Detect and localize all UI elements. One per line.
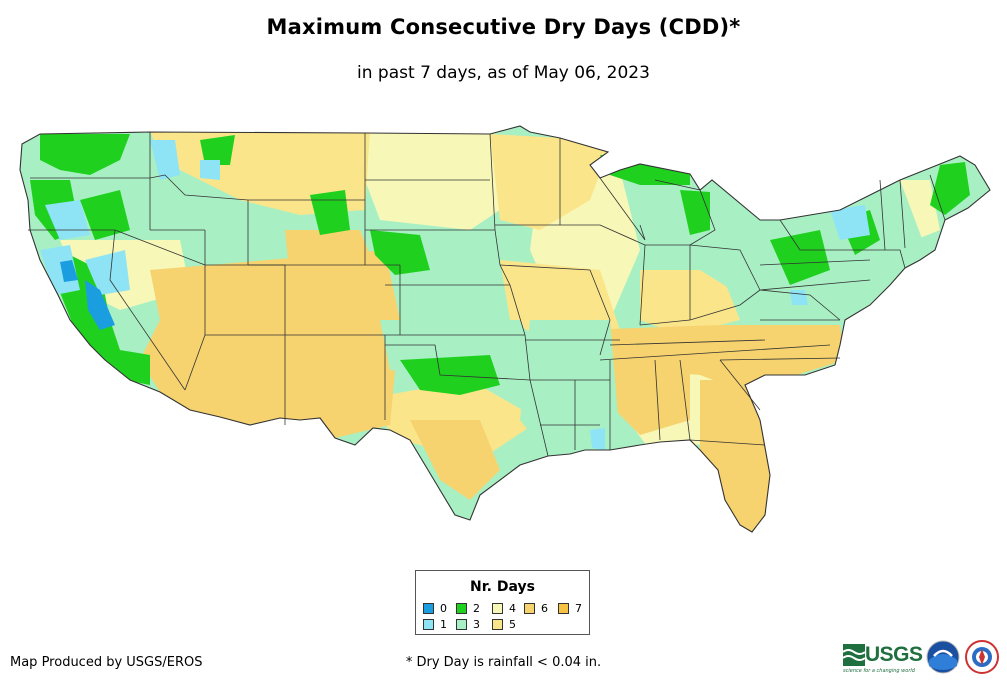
footnote-text: * Dry Day is rainfall < 0.04 in. [405,655,602,670]
legend-swatch [492,619,503,630]
legend-label: 2 [473,602,480,615]
legend-label: 3 [473,618,480,631]
us-outline [19,125,991,533]
legend-label: 0 [440,602,447,615]
usgs-wave-icon [843,644,865,666]
legend-item-0: 0 [423,602,447,615]
legend-swatch [423,603,434,614]
nws-logo-icon [965,640,999,674]
legend-item-1: 1 [423,618,447,631]
usgs-logo: USGS science for a changing world [843,643,923,674]
legend-label: 7 [575,602,582,615]
usgs-wordmark: USGS [865,643,923,666]
legend-label: 5 [509,618,516,631]
legend-item-7: 7 [558,602,582,615]
legend-item-2: 2 [456,602,480,615]
credit-text: Map Produced by USGS/EROS [10,655,203,670]
legend-label: 4 [509,602,516,615]
legend-swatch [456,619,467,630]
legend-item-3: 3 [456,618,480,631]
legend: Nr. Days 0 2 4 6 7 1 3 5 [415,570,590,635]
legend-swatch [558,603,569,614]
legend-swatch [524,603,535,614]
map-title: Maximum Consecutive Dry Days (CDD)* [266,15,741,39]
legend-swatch [456,603,467,614]
map-subtitle: in past 7 days, as of May 06, 2023 [357,63,650,83]
legend-swatch [492,603,503,614]
legend-label: 6 [541,602,548,615]
legend-item-6: 6 [524,602,548,615]
legend-swatch [423,619,434,630]
legend-item-5: 5 [492,618,516,631]
noaa-logo-icon [926,640,960,674]
legend-item-4: 4 [492,602,516,615]
usgs-tagline: science for a changing world [843,668,915,674]
legend-label: 1 [440,618,447,631]
logo-strip: USGS science for a changing world [843,640,1003,680]
state-boundaries [28,132,946,457]
us-map [19,125,991,533]
legend-title: Nr. Days [470,579,535,595]
